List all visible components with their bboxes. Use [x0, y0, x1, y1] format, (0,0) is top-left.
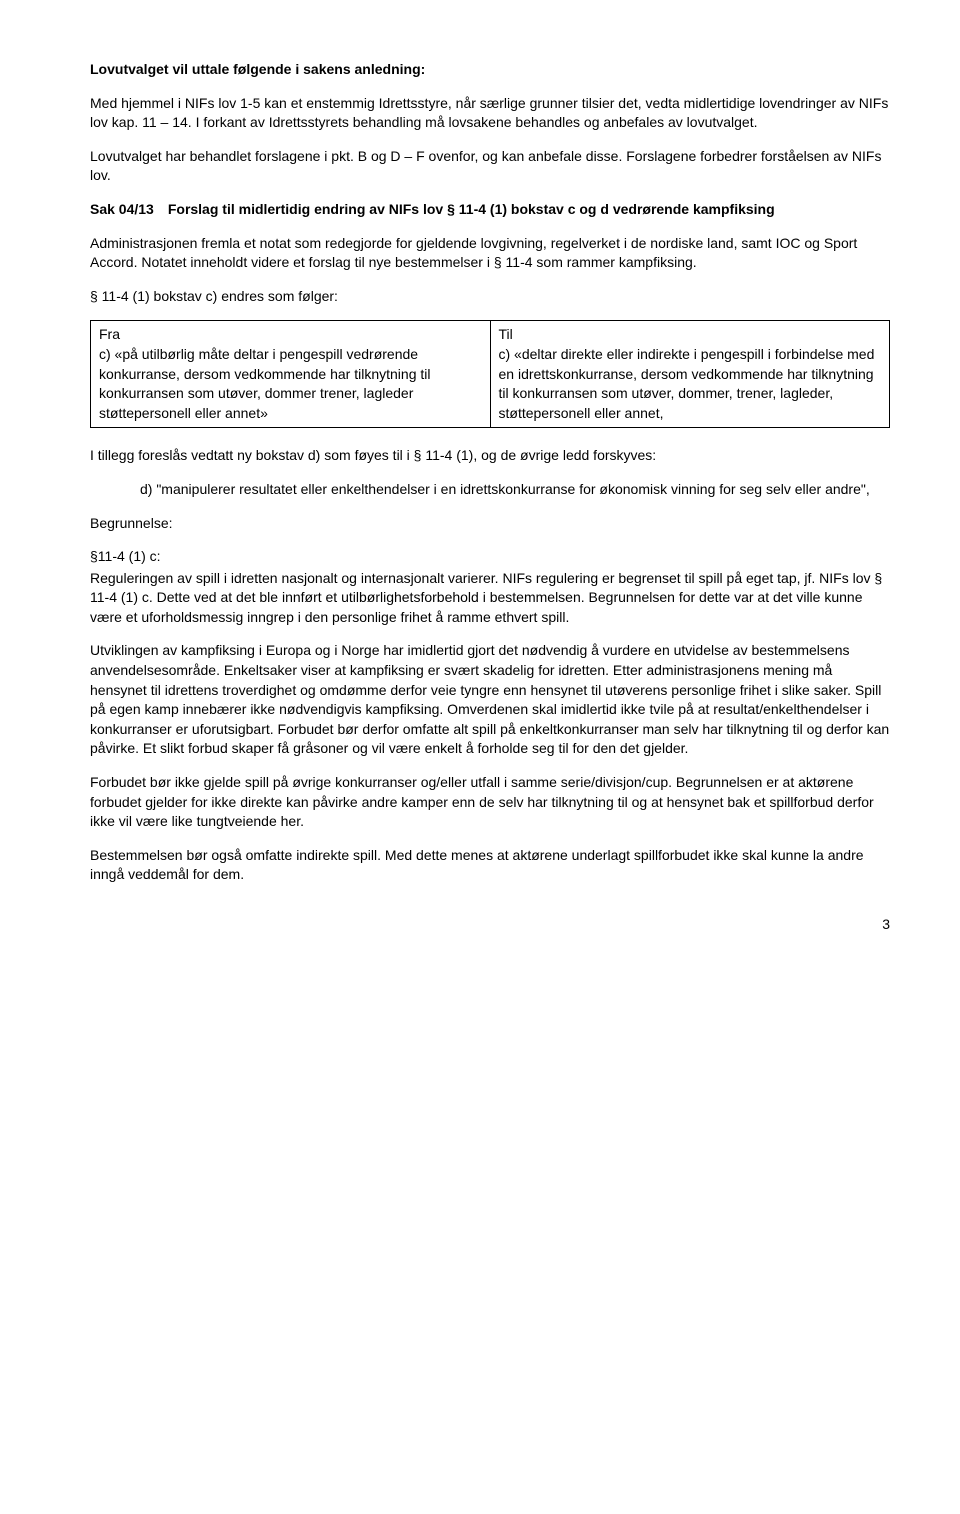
paragraph: Reguleringen av spill i idretten nasjona… — [90, 569, 890, 628]
subheading: §11-4 (1) c: — [90, 547, 890, 567]
paragraph: Utviklingen av kampfiksing i Europa og i… — [90, 641, 890, 759]
paragraph: § 11-4 (1) bokstav c) endres som følger: — [90, 287, 890, 307]
paragraph: Administrasjonen fremla et notat som red… — [90, 234, 890, 273]
sak-heading: Sak 04/13 Forslag til midlertidig endrin… — [90, 200, 890, 220]
paragraph: Lovutvalget har behandlet forslagene i p… — [90, 147, 890, 186]
indented-paragraph: d) "manipulerer resultatet eller enkelth… — [140, 480, 890, 500]
section-heading: Lovutvalget vil uttale følgende i sakens… — [90, 60, 890, 80]
table-cell-right: Til c) «deltar direkte eller indirekte i… — [490, 321, 890, 428]
table-cell-left: Fra c) «på utilbørlig måte deltar i peng… — [91, 321, 491, 428]
table-row: Fra c) «på utilbørlig måte deltar i peng… — [91, 321, 890, 428]
table-header-right: Til — [499, 326, 513, 342]
paragraph: Begrunnelse: — [90, 514, 890, 534]
comparison-table: Fra c) «på utilbørlig måte deltar i peng… — [90, 320, 890, 428]
paragraph: Med hjemmel i NIFs lov 1-5 kan et enstem… — [90, 94, 890, 133]
table-content-left: c) «på utilbørlig måte deltar i pengespi… — [99, 346, 431, 421]
table-content-right: c) «deltar direkte eller indirekte i pen… — [499, 346, 875, 421]
page-number: 3 — [90, 915, 890, 935]
paragraph: I tillegg foreslås vedtatt ny bokstav d)… — [90, 446, 890, 466]
paragraph: Forbudet bør ikke gjelde spill på øvrige… — [90, 773, 890, 832]
table-header-left: Fra — [99, 326, 120, 342]
paragraph: Bestemmelsen bør også omfatte indirekte … — [90, 846, 890, 885]
